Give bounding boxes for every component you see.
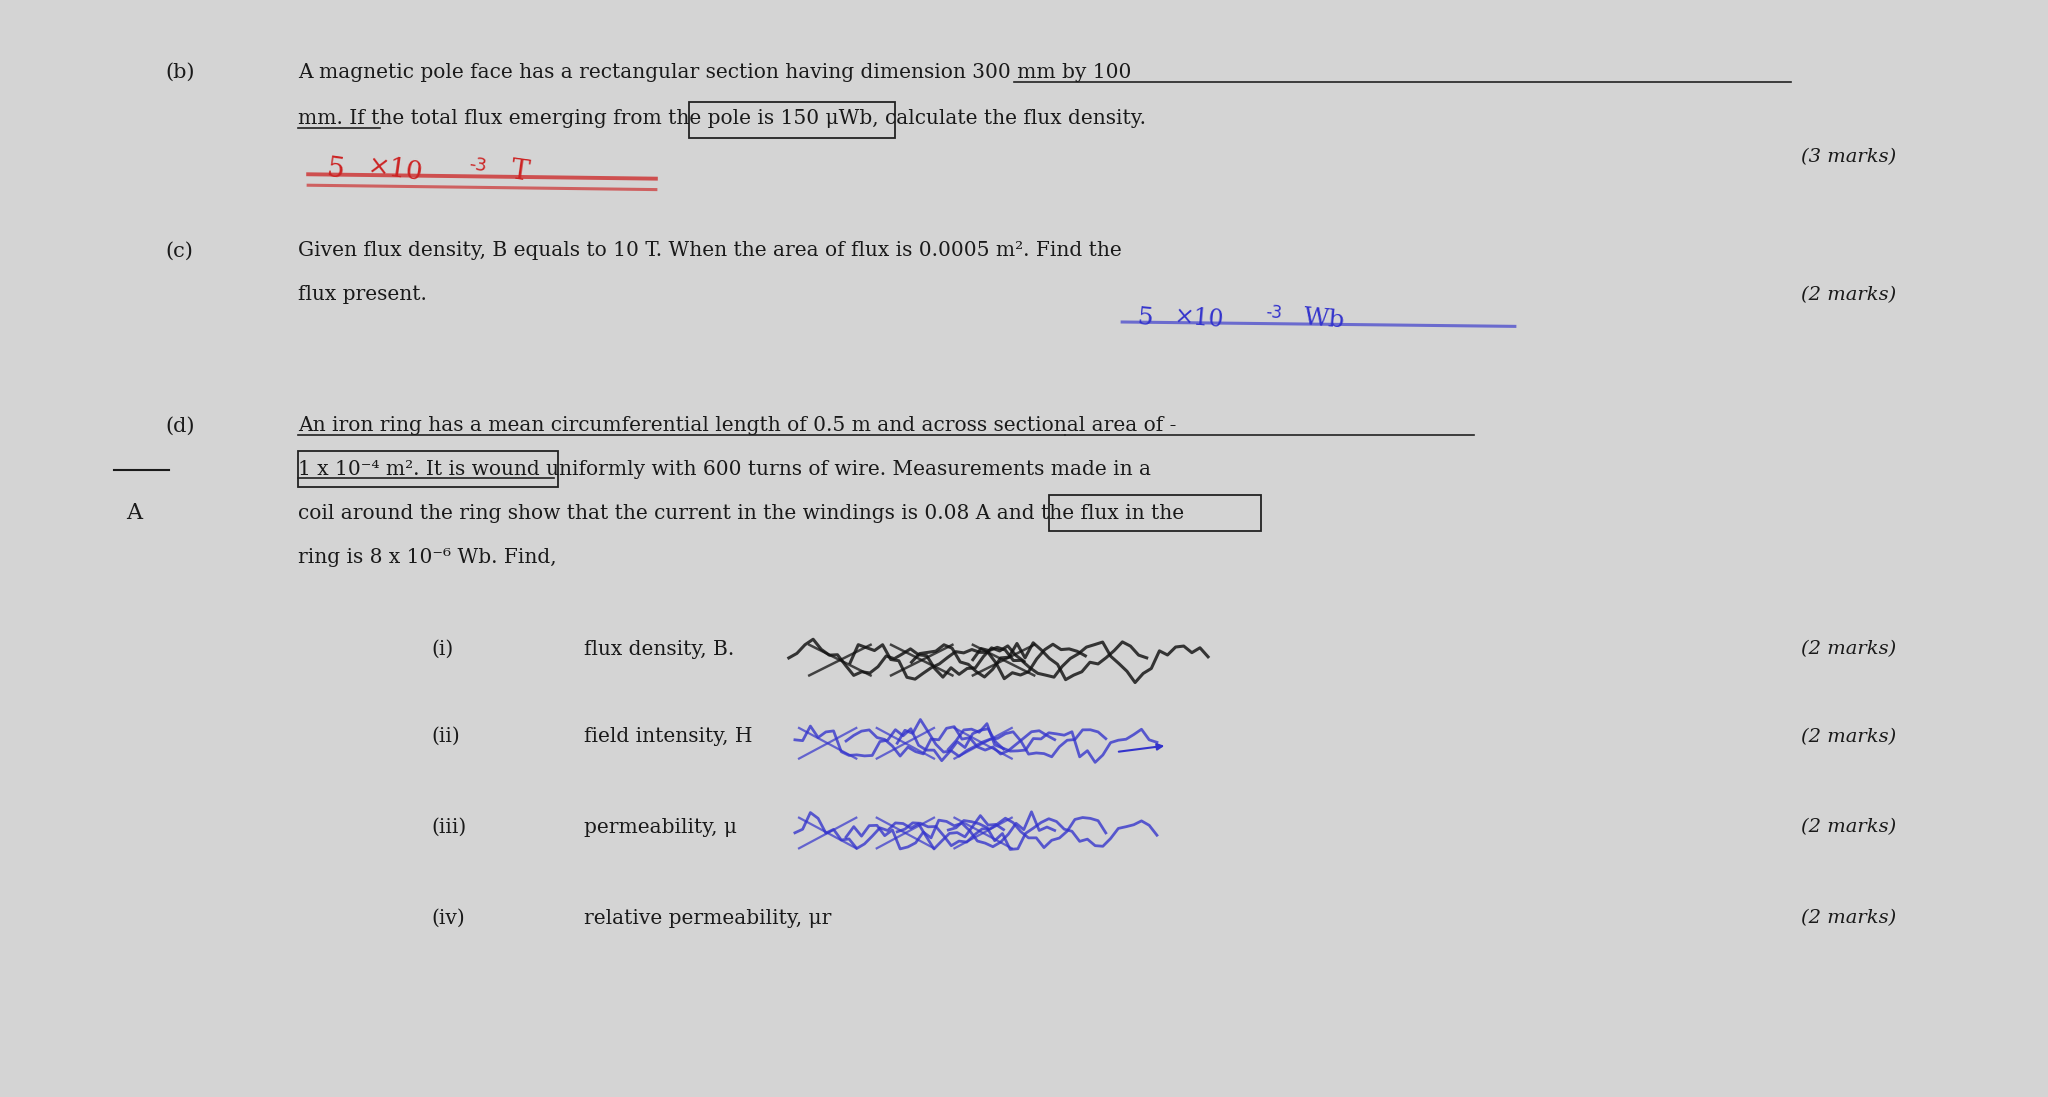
Text: -3: -3	[1266, 304, 1284, 323]
Text: Wb: Wb	[1303, 306, 1346, 332]
Text: 5: 5	[324, 156, 346, 184]
Text: A magnetic pole face has a rectangular section having dimension 300 mm by 100: A magnetic pole face has a rectangular s…	[297, 63, 1130, 82]
Text: (d): (d)	[166, 417, 195, 436]
Text: permeability, μ: permeability, μ	[584, 818, 737, 837]
Text: (2 marks): (2 marks)	[1800, 909, 1896, 927]
Text: (2 marks): (2 marks)	[1800, 641, 1896, 658]
Text: (ii): (ii)	[430, 727, 459, 746]
Text: ring is 8 x 10⁻⁶ Wb. Find,: ring is 8 x 10⁻⁶ Wb. Find,	[297, 547, 557, 567]
Text: (c): (c)	[166, 241, 193, 260]
Text: (iii): (iii)	[430, 818, 467, 837]
Text: mm. If the total flux emerging from the pole is 150 μWb, calculate the flux dens: mm. If the total flux emerging from the …	[297, 109, 1147, 128]
Text: A: A	[127, 502, 141, 524]
Text: -3: -3	[467, 155, 487, 176]
Text: 5: 5	[1137, 306, 1155, 330]
Text: ×10: ×10	[1174, 305, 1225, 332]
Text: field intensity, H: field intensity, H	[584, 727, 754, 746]
Text: coil around the ring show that the current in the windings is 0.08 A and the flu: coil around the ring show that the curre…	[297, 504, 1184, 523]
Text: (b): (b)	[166, 63, 195, 82]
Text: (2 marks): (2 marks)	[1800, 818, 1896, 837]
Text: flux density, B.: flux density, B.	[584, 640, 735, 658]
Text: relative permeability, μr: relative permeability, μr	[584, 908, 831, 928]
Text: Given flux density, B equals to 10 T. When the area of flux is 0.0005 m². Find t: Given flux density, B equals to 10 T. Wh…	[297, 241, 1122, 260]
Text: 1 x 10⁻⁴ m². It is wound uniformly with 600 turns of wire. Measurements made in : 1 x 10⁻⁴ m². It is wound uniformly with …	[297, 461, 1151, 479]
Text: (2 marks): (2 marks)	[1800, 285, 1896, 304]
Text: T: T	[508, 158, 530, 186]
Text: An iron ring has a mean circumferential length of 0.5 m and across sectional are: An iron ring has a mean circumferential …	[297, 417, 1176, 436]
Text: flux present.: flux present.	[297, 285, 426, 304]
Text: (i): (i)	[430, 640, 453, 658]
Text: (3 marks): (3 marks)	[1800, 148, 1896, 166]
Text: (iv): (iv)	[430, 908, 465, 928]
Text: ×10: ×10	[365, 154, 424, 185]
Text: (2 marks): (2 marks)	[1800, 727, 1896, 746]
